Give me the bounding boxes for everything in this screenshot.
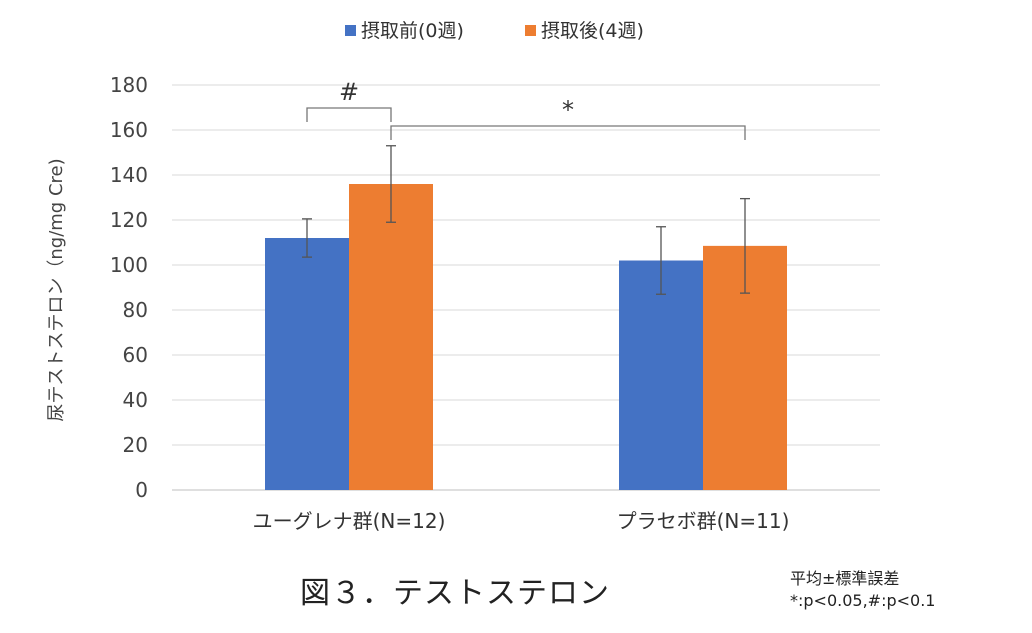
y-tick-label: 140	[110, 163, 148, 187]
legend-label: 摂取後(4週)	[541, 20, 644, 42]
y-tick-label: 60	[123, 343, 148, 367]
bar	[349, 184, 433, 490]
legend-swatch	[525, 25, 536, 36]
footnote: 平均±標準誤差 *:p<0.05,#:p<0.1	[790, 568, 935, 612]
significance-label: #	[339, 78, 359, 106]
footnote-line-1: 平均±標準誤差	[790, 569, 900, 588]
legend-label: 摂取前(0週)	[361, 20, 464, 42]
y-tick-label: 80	[123, 298, 148, 322]
y-tick-label: 160	[110, 118, 148, 142]
y-tick-label: 0	[135, 478, 148, 502]
x-tick-label: ユーグレナ群(N=12)	[253, 509, 446, 533]
x-tick-labels: ユーグレナ群(N=12) プラセボ群(N=11)	[253, 509, 790, 533]
significance-brackets: #*	[306, 78, 746, 140]
significance-bracket	[390, 125, 746, 140]
y-tick-label: 100	[110, 253, 148, 277]
y-tick-label: 20	[123, 433, 148, 457]
y-tick-label: 180	[110, 73, 148, 97]
bar	[265, 238, 349, 490]
legend-swatch	[345, 25, 356, 36]
bar	[619, 260, 703, 490]
bar-chart: 0 20 40 60 80 100 120 140 160 180 ユーグレナ群(N=12) プラセ…	[46, 20, 880, 533]
legend: 摂取前(0週) 摂取後(4週)	[345, 20, 644, 42]
significance-bracket	[306, 107, 392, 122]
error-bars	[302, 145, 750, 295]
y-tick-label: 120	[110, 208, 148, 232]
significance-label: *	[562, 96, 574, 124]
y-axis-label: 尿テストステロン（ng/mg Cre)	[46, 158, 67, 421]
figure-caption: 図３．テストステロン	[300, 576, 610, 611]
y-tick-labels: 0 20 40 60 80 100 120 140 160 180	[110, 73, 148, 502]
x-tick-label: プラセボ群(N=11)	[617, 509, 790, 533]
footnote-line-2: *:p<0.05,#:p<0.1	[790, 591, 936, 610]
bars	[265, 184, 787, 490]
y-tick-label: 40	[123, 388, 148, 412]
